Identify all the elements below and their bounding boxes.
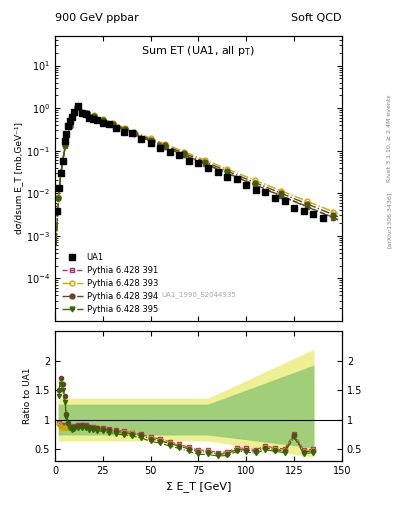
Text: [arXiv:1306.3436]: [arXiv:1306.3436] [387, 192, 392, 248]
Legend: UA1, Pythia 6.428 391, Pythia 6.428 393, Pythia 6.428 394, Pythia 6.428 395: UA1, Pythia 6.428 391, Pythia 6.428 393,… [59, 250, 161, 317]
X-axis label: Σ E_T [GeV]: Σ E_T [GeV] [166, 481, 231, 492]
Text: Rivet 3.1.10, ≥ 2.4M events: Rivet 3.1.10, ≥ 2.4M events [387, 94, 392, 182]
Text: UA1_1990_S2044935: UA1_1990_S2044935 [161, 291, 236, 298]
Text: Sum ET (UA1, all $\mathregular{p_T}$): Sum ET (UA1, all $\mathregular{p_T}$) [141, 45, 255, 58]
Y-axis label: Ratio to UA1: Ratio to UA1 [23, 368, 32, 424]
Y-axis label: dσ/dsum E_T [mb,GeV⁻¹]: dσ/dsum E_T [mb,GeV⁻¹] [14, 122, 23, 234]
Text: Soft QCD: Soft QCD [292, 13, 342, 23]
Text: 900 GeV ppbar: 900 GeV ppbar [55, 13, 139, 23]
